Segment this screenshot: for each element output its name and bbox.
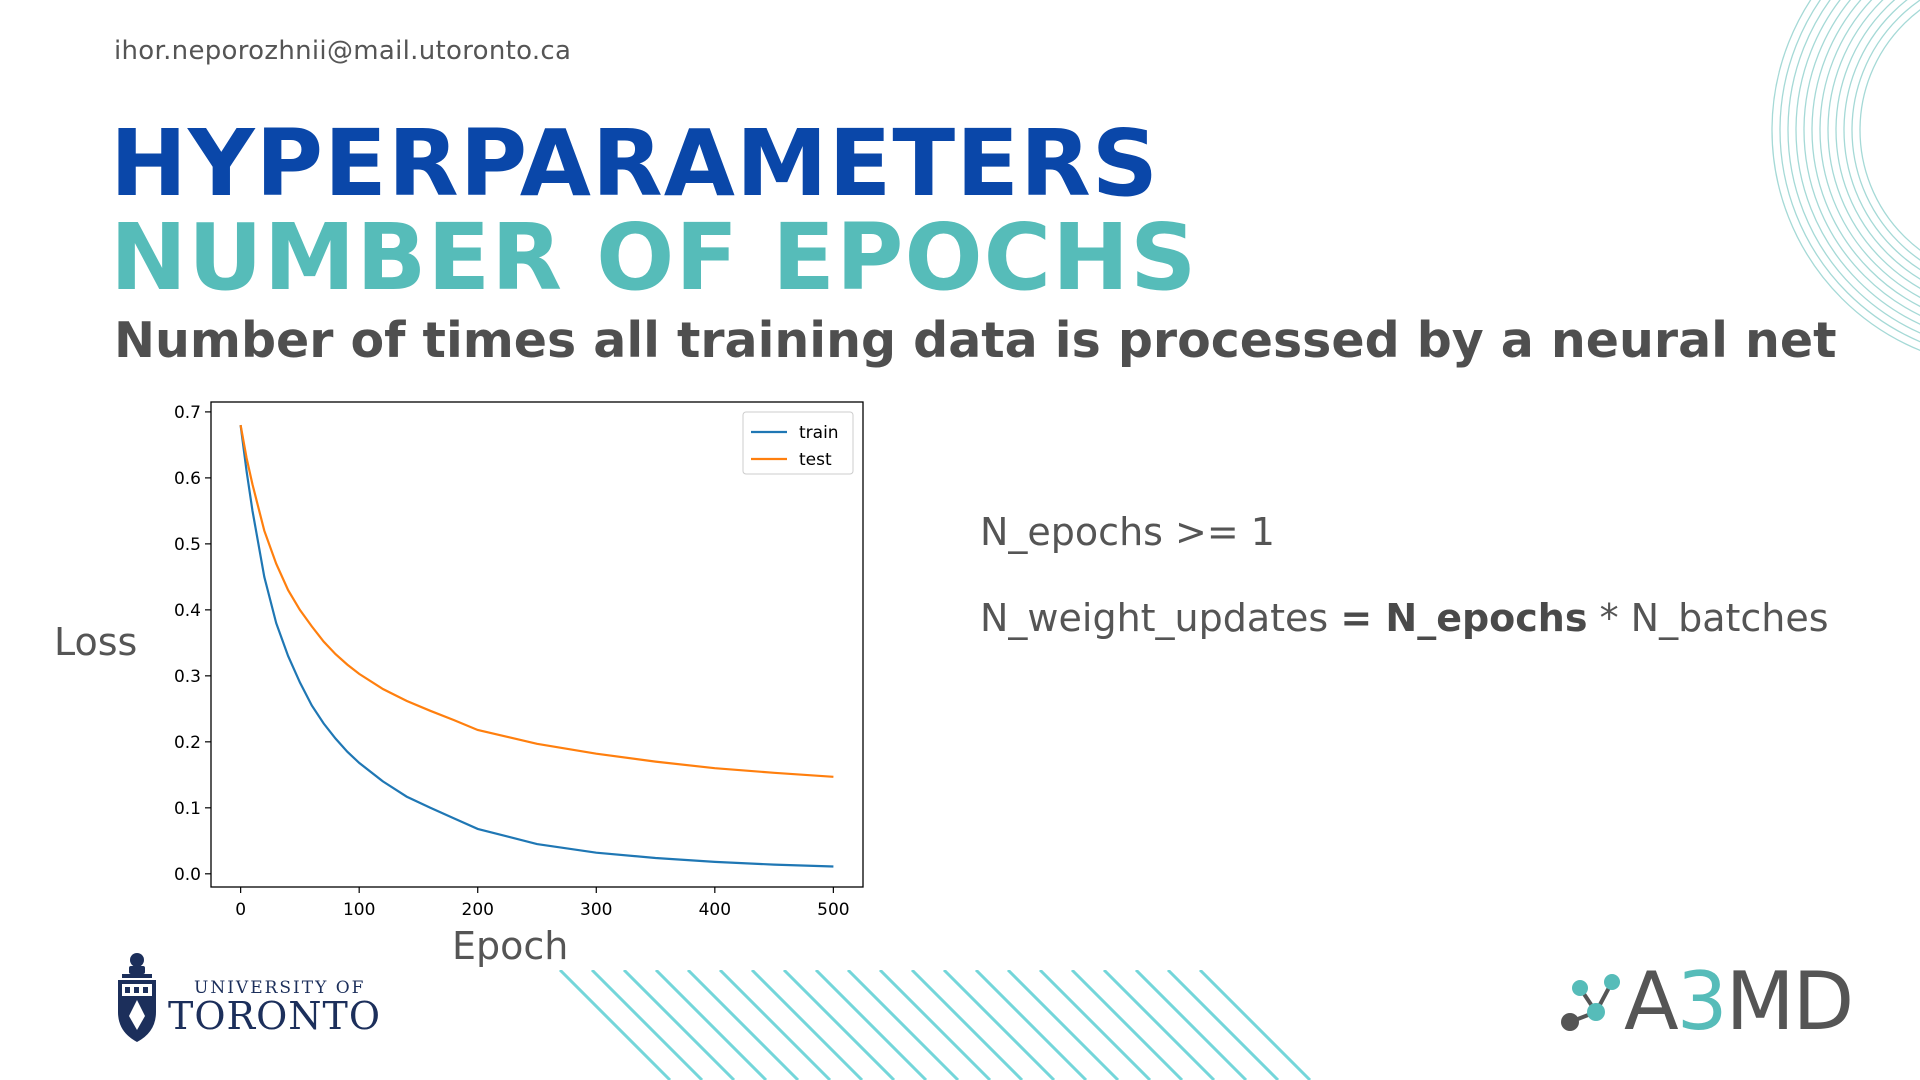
y-axis-label: Loss: [54, 620, 138, 664]
x-tick-label: 300: [580, 900, 612, 920]
epochs-constraint: N_epochs >= 1: [980, 510, 1275, 554]
a3md-molecule-icon: [1561, 974, 1620, 1031]
weight-updates-formula: N_weight_updates = N_epochs * N_batches: [980, 596, 1829, 640]
toronto-label: TORONTO: [168, 994, 382, 1038]
x-axis-label: Epoch: [452, 924, 569, 968]
author-email: ihor.neporozhnii@mail.utoronto.ca: [114, 36, 572, 66]
slide-title: HYPERPARAMETERS: [110, 110, 1160, 217]
x-tick-label: 0: [235, 900, 246, 920]
y-tick-label: 0.2: [174, 733, 201, 753]
a3md-three: 3: [1676, 955, 1728, 1048]
y-tick-label: 0.0: [174, 865, 201, 885]
y-tick-label: 0.6: [174, 469, 201, 489]
formula-rhs: * N_batches: [1599, 596, 1829, 640]
y-tick-label: 0.4: [174, 601, 201, 621]
university-label: UNIVERSITY OF: [194, 978, 366, 998]
legend-label-test: test: [799, 450, 832, 470]
a3md-a: A: [1624, 955, 1679, 1048]
formula-lhs: N_weight_updates: [980, 596, 1329, 640]
decorative-arcs: [1771, 0, 1920, 351]
university-crest-icon: [118, 953, 156, 1042]
plot-frame: [210, 401, 864, 888]
slide-subtitle-heading: NUMBER OF EPOCHS: [110, 204, 1198, 311]
loss-chart: 0.0 0.1 0.2 0.3 0.4 0.5 0.6 0.7 0 100 200 300 400 500…: [174, 401, 864, 920]
a3md-md: MD: [1725, 955, 1855, 1048]
y-tick-label: 0.7: [174, 403, 201, 423]
a3md-wordmark: A3MD: [1624, 962, 1854, 1042]
x-tick-label: 500: [817, 900, 849, 920]
x-tick-label: 400: [699, 900, 731, 920]
x-tick-label: 200: [462, 900, 494, 920]
y-tick-label: 0.1: [174, 799, 201, 819]
y-tick-label: 0.5: [174, 535, 201, 555]
legend-box: [742, 411, 854, 475]
definition-text: Number of times all training data is pro…: [114, 312, 1837, 369]
formula-bold-term: = N_epochs: [1340, 596, 1588, 640]
series-line-test: [239, 424, 834, 778]
x-tick-label: 100: [343, 900, 375, 920]
y-tick-label: 0.3: [174, 667, 201, 687]
series-line-train: [239, 424, 834, 868]
legend-label-train: train: [799, 423, 839, 443]
decorative-stripes: [558, 970, 1312, 1080]
